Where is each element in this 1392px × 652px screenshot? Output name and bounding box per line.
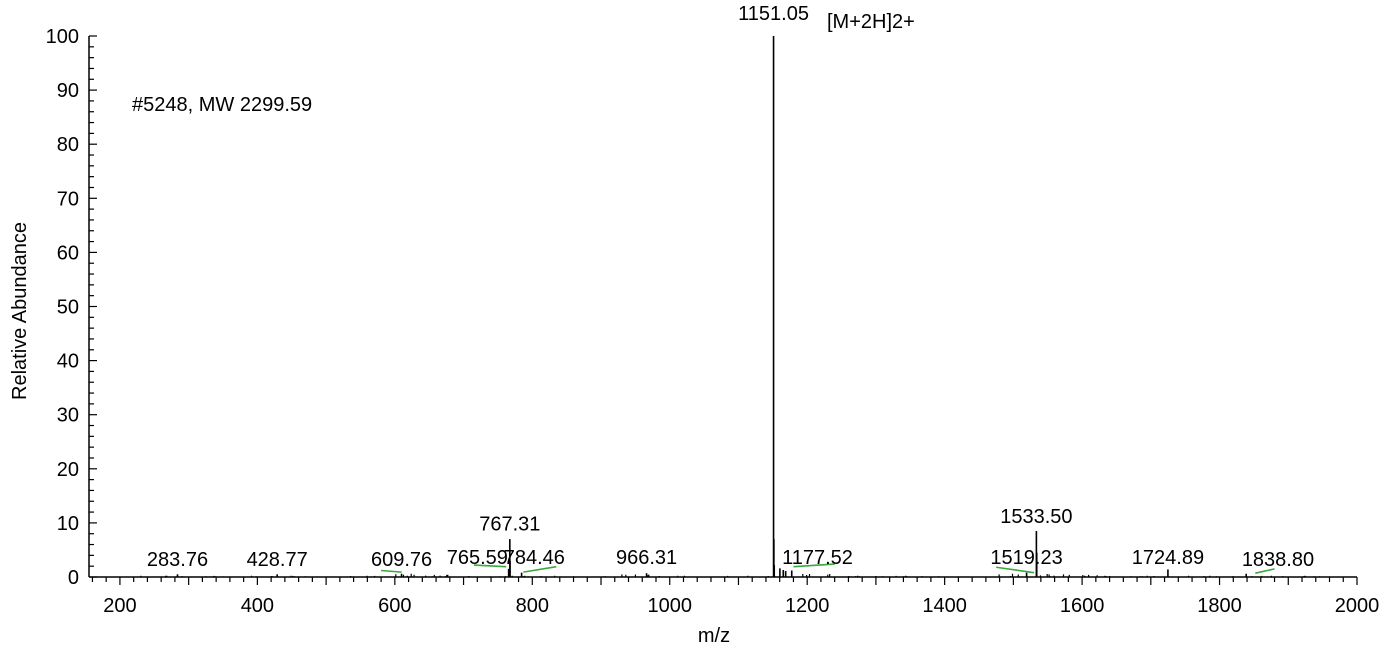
peak-label: 1533.50 — [1000, 506, 1072, 528]
y-axis-label: Relative Abundance — [9, 222, 31, 400]
y-tick-label: 10 — [57, 513, 79, 535]
callout-line — [793, 563, 835, 568]
y-ticks: 0 10 20 30 40 50 60 70 80 90 100 — [46, 26, 97, 589]
y-tick-label: 0 — [68, 567, 79, 589]
y-tick-label: 100 — [46, 26, 79, 48]
x-tick-label: 1000 — [647, 595, 692, 617]
x-ticks: 200 400 600 800 1000 1200 1400 1600 1800 2000 — [91, 577, 1380, 617]
peak-label: 765.59 — [447, 547, 508, 569]
peak-label: 767.31 — [479, 513, 540, 535]
peak-label: 966.31 — [616, 547, 677, 569]
y-tick-label: 20 — [57, 459, 79, 481]
peak-label: 609.76 — [371, 549, 432, 571]
y-tick-label: 70 — [57, 188, 79, 210]
peak-label: 784.46 — [504, 547, 565, 569]
callout-line — [381, 569, 402, 573]
peak-label: 1177.52 — [782, 547, 853, 569]
x-tick-label: 2000 — [1335, 595, 1380, 617]
peak-sticks — [176, 36, 1248, 577]
y-tick-label: 40 — [57, 351, 79, 373]
peak-label: 1151.05 — [738, 3, 809, 25]
x-tick-label: 1200 — [785, 595, 830, 617]
peak-label: 428.77 — [247, 549, 308, 571]
y-tick-label: 60 — [57, 242, 79, 264]
x-tick-label: 200 — [103, 595, 136, 617]
y-tick-label: 80 — [57, 134, 79, 156]
callout-line — [523, 565, 557, 573]
base-peak-note: [M+2H]2+ — [827, 11, 915, 33]
x-tick-label: 1400 — [922, 595, 967, 617]
peak-label: 1838.80 — [1242, 549, 1314, 571]
x-tick-label: 400 — [241, 595, 274, 617]
x-tick-label: 1600 — [1060, 595, 1105, 617]
peak-label: 1519.23 — [990, 547, 1062, 569]
x-axis-label: m/z — [698, 625, 730, 647]
y-tick-label: 50 — [57, 297, 79, 319]
y-tick-label: 30 — [57, 405, 79, 427]
peak-label: 283.76 — [147, 549, 208, 571]
axes — [88, 36, 1357, 578]
x-tick-label: 1800 — [1197, 595, 1242, 617]
label-callouts — [381, 563, 1275, 574]
peak-label: 1724.89 — [1132, 547, 1204, 569]
y-tick-label: 90 — [57, 80, 79, 102]
x-tick-label: 600 — [378, 595, 411, 617]
callout-line — [473, 564, 507, 568]
callout-line — [1255, 568, 1275, 574]
callout-line — [996, 566, 1035, 574]
annotation-text: #5248, MW 2299.59 — [132, 94, 312, 116]
x-tick-label: 800 — [516, 595, 549, 617]
